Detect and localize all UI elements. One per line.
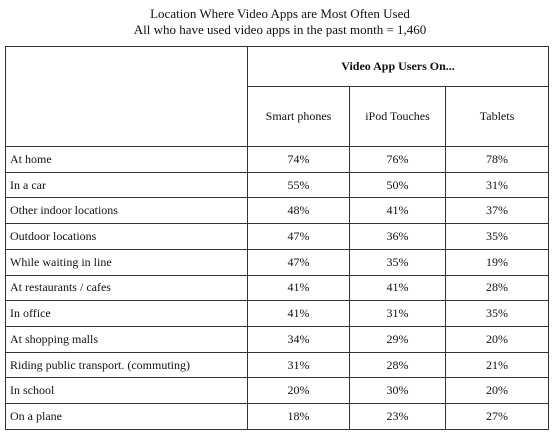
value-cell: 41%	[247, 300, 350, 328]
value-cell: 31%	[247, 351, 350, 379]
value-cell: 28%	[349, 351, 446, 379]
table-row: Other indoor locations 48% 41% 37%	[5, 197, 550, 225]
value-cell: 55%	[247, 171, 350, 199]
value-cell: 34%	[247, 326, 350, 353]
value-cell: 23%	[349, 403, 446, 430]
value-cell: 28%	[444, 274, 550, 302]
value-cell: 48%	[247, 197, 350, 225]
value-cell: 27%	[444, 403, 550, 430]
column-header-row: Smart phones iPod Touches Tablets	[6, 86, 550, 147]
value-cell: 31%	[349, 300, 446, 328]
value-cell: 21%	[444, 351, 550, 379]
value-cell: 41%	[349, 197, 446, 225]
table-row: In office 41% 31% 35%	[5, 300, 550, 328]
table-row: At restaurants / cafes 41% 41% 28%	[5, 274, 550, 302]
table-row: At shopping malls 34% 29% 20%	[5, 326, 550, 353]
corner-cell	[5, 46, 248, 147]
column-header: Smart phones	[247, 86, 350, 147]
value-cell: 20%	[444, 326, 550, 353]
value-cell: 74%	[247, 146, 350, 173]
row-label: At shopping malls	[5, 326, 248, 353]
row-label: At home	[5, 146, 248, 173]
value-cell: 20%	[444, 377, 550, 405]
row-label: While waiting in line	[5, 248, 248, 276]
value-cell: 41%	[247, 274, 350, 302]
group-header: Video App Users On...	[246, 46, 550, 87]
value-cell: 30%	[349, 377, 446, 405]
table-row: In school 20% 30% 20%	[5, 377, 550, 405]
table-row: While waiting in line 47% 35% 19%	[5, 248, 550, 276]
row-label: Outdoor locations	[5, 223, 248, 250]
value-cell: 41%	[349, 274, 446, 302]
row-label: On a plane	[5, 403, 248, 430]
row-label: In office	[5, 300, 248, 328]
value-cell: 31%	[444, 171, 550, 199]
data-table: Video App Users On... Smart phones iPod …	[5, 46, 550, 430]
value-cell: 35%	[444, 223, 550, 250]
table-row: On a plane 18% 23% 27%	[5, 403, 550, 430]
table-row: At home 74% 76% 78%	[5, 146, 550, 173]
value-cell: 18%	[247, 403, 350, 430]
row-label: In school	[5, 377, 248, 405]
column-header: iPod Touches	[349, 86, 446, 147]
row-label: At restaurants / cafes	[5, 274, 248, 302]
chart-subtitle: All who have used video apps in the past…	[133, 22, 427, 37]
group-header-row: Video App Users On...	[5, 46, 550, 147]
column-header: Tablets	[444, 86, 550, 147]
chart-title: Location Where Video Apps are Most Often…	[150, 6, 410, 21]
table-body: At home 74% 76% 78% In a car 55% 50% 31% Other i…	[5, 146, 550, 430]
value-cell: 78%	[444, 146, 550, 173]
value-cell: 47%	[247, 248, 350, 276]
row-label: Other indoor locations	[5, 197, 248, 225]
row-label: In a car	[5, 171, 248, 199]
value-cell: 76%	[349, 146, 446, 173]
value-cell: 47%	[247, 223, 350, 250]
title-block: Location Where Video Apps are Most Often…	[0, 6, 560, 38]
table-row: Outdoor locations 47% 36% 35%	[5, 223, 550, 250]
value-cell: 36%	[349, 223, 446, 250]
value-cell: 29%	[349, 326, 446, 353]
value-cell: 50%	[349, 171, 446, 199]
value-cell: 37%	[444, 197, 550, 225]
value-cell: 19%	[444, 248, 550, 276]
table-row: In a car 55% 50% 31%	[5, 171, 550, 199]
value-cell: 20%	[247, 377, 350, 405]
value-cell: 35%	[444, 300, 550, 328]
value-cell: 35%	[349, 248, 446, 276]
table-row: Riding public transport. (commuting) 31% 2…	[5, 351, 550, 379]
row-label: Riding public transport. (commuting)	[5, 351, 248, 379]
